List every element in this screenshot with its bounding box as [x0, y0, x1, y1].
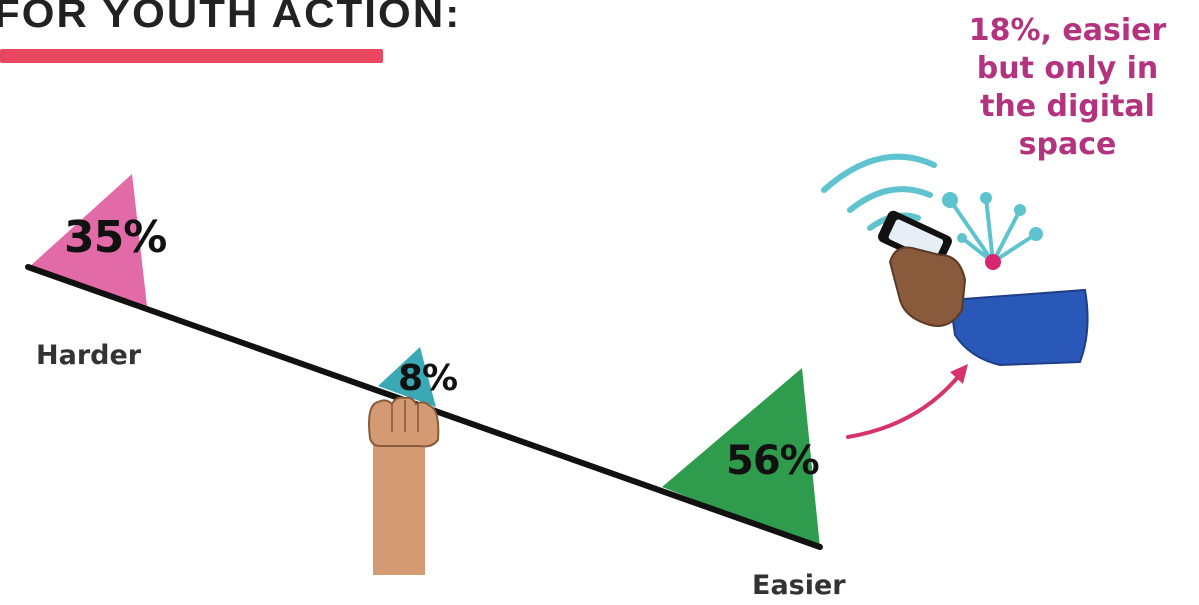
network-nodes-icon	[942, 192, 1043, 270]
harder-label: Harder	[36, 340, 142, 371]
neutral-percent: 8%	[398, 358, 458, 399]
header-title: FOR YOUTH ACTION:	[0, 0, 462, 36]
easier-label: Easier	[752, 570, 846, 601]
header-underline	[0, 49, 383, 63]
easier-percent: 56%	[726, 438, 820, 484]
wifi-signal-icon	[821, 153, 937, 231]
easier-triangle	[662, 368, 820, 548]
phone-in-hand-icon	[878, 210, 1089, 367]
curved-arrow-icon	[846, 364, 968, 439]
harder-triangle	[28, 174, 147, 306]
neutral-triangle	[378, 347, 436, 407]
raised-fist-icon	[368, 396, 440, 575]
harder-percent: 35%	[64, 212, 167, 263]
digital-space-note: 18%, easier but only in the digital spac…	[968, 13, 1167, 162]
